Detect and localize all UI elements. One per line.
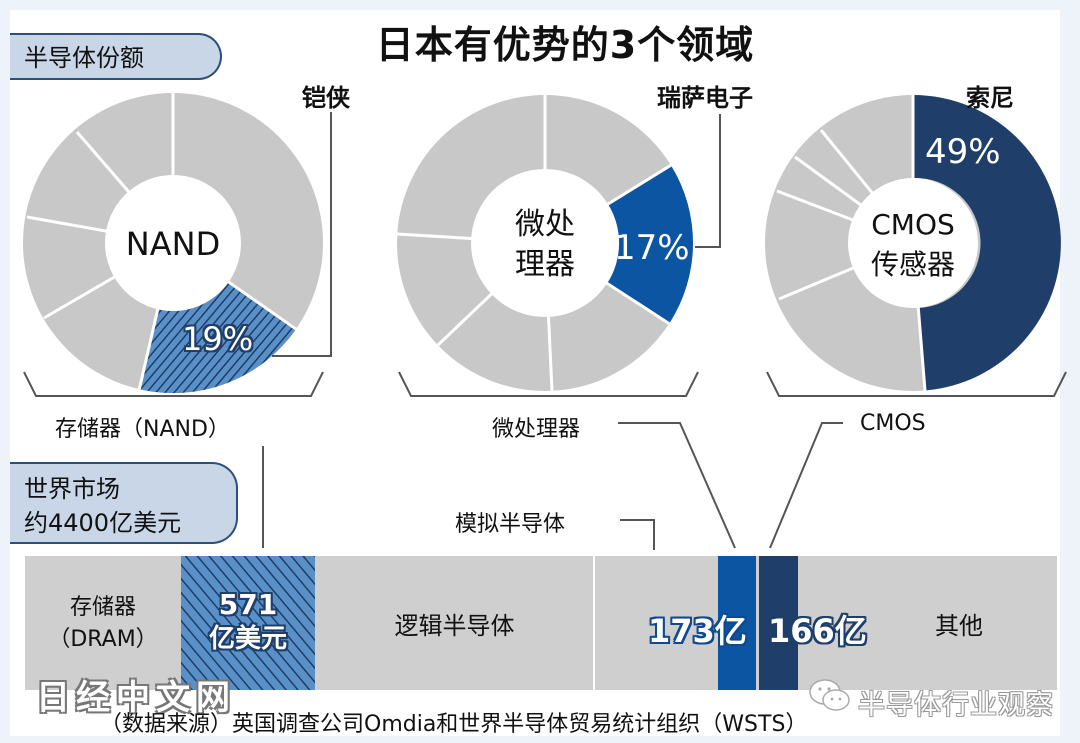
donut-microprocessor-center-label: 微处 理器 — [485, 205, 605, 285]
bar-segment-cmos — [759, 556, 798, 690]
bar-segment-microprocessor — [718, 556, 756, 690]
bar-segment-nand — [181, 556, 315, 690]
donut-microprocessor — [396, 95, 693, 392]
category-cmos-label: CMOS — [860, 411, 926, 436]
bar-microprocessor-value: 173亿 — [648, 612, 747, 650]
bar-nand-value: 571 亿美元 — [181, 588, 315, 656]
center-label-line1: 微处 — [515, 207, 575, 242]
market-bar — [25, 556, 1057, 690]
market-label-line1: 世界市场 — [24, 475, 120, 503]
chart-title: 日本有优势的3个领域 — [375, 23, 755, 67]
bar-nand-value-number: 571 — [218, 588, 278, 621]
category-nand-label: 存储器（NAND） — [55, 417, 230, 442]
donut-cmos — [765, 95, 1061, 391]
share-label-text: 半导体份额 — [24, 44, 144, 72]
bar-nand-value-unit: 亿美元 — [208, 624, 287, 654]
category-microprocessor-label: 微处理器 — [492, 417, 581, 442]
company-sony: 索尼 — [966, 84, 1014, 112]
bar-dram-label: 存储器 （DRAM） — [25, 592, 181, 656]
donut-nand-center-label: NAND — [125, 225, 221, 263]
center-label-line2: 传感器 — [870, 248, 955, 281]
company-renesas: 瑞萨电子 — [657, 84, 753, 112]
bar-other-label: 其他 — [935, 612, 983, 640]
bar-logic-label: 逻辑半导体 — [394, 612, 515, 640]
watermark-nikkei: 日经中文网 — [36, 678, 236, 718]
donut-cmos-center-label: CMOS 传感器 — [853, 205, 973, 285]
donut-microprocessor-value: 17% — [614, 228, 690, 268]
bar-dram-line2: （DRAM） — [48, 627, 158, 652]
data-source-note: （数据来源）英国调查公司Omdia和世界半导体贸易统计组织（WSTS） — [100, 712, 808, 737]
leader-lines — [262, 112, 843, 550]
bar-analog-label: 模拟半导体 — [455, 512, 566, 537]
donut-nand-highlight — [139, 282, 297, 394]
donut-cmos-value: 49% — [925, 132, 1001, 172]
watermark-wechat-account: 半导体行业观察 — [858, 690, 1054, 721]
bar-cmos-value: 166亿 — [768, 612, 867, 650]
donut-cmos-highlight — [913, 95, 1061, 391]
market-label-line2: 约4400亿美元 — [24, 509, 182, 537]
donut-brackets — [23, 371, 1067, 397]
market-section-label: 世界市场 约4400亿美元 — [10, 462, 238, 544]
center-label-line2: 理器 — [515, 247, 575, 282]
donut-microprocessor-highlight — [607, 165, 693, 324]
company-kioxia: 铠侠 — [302, 84, 350, 112]
donut-nand — [23, 93, 323, 394]
donut-nand-value: 19% — [182, 320, 254, 358]
center-label-line1: CMOS — [871, 208, 955, 241]
share-section-label: 半导体份额 — [10, 33, 222, 80]
wechat-icon — [808, 676, 852, 716]
bar-dram-line1: 存储器 — [69, 595, 136, 620]
